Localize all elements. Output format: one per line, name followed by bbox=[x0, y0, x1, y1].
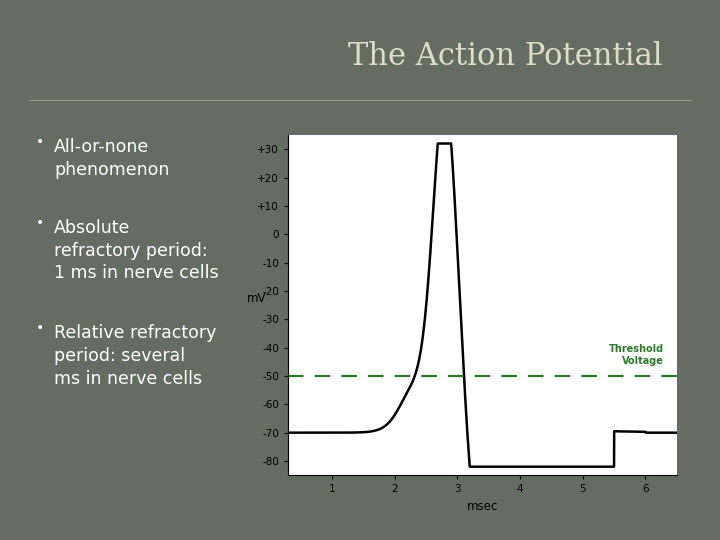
Text: Absolute
refractory period:
1 ms in nerve cells: Absolute refractory period: 1 ms in nerv… bbox=[54, 219, 219, 282]
Text: •: • bbox=[36, 321, 44, 335]
Text: Relative refractory
period: several
ms in nerve cells: Relative refractory period: several ms i… bbox=[54, 324, 217, 388]
Text: Threshold
Voltage: Threshold Voltage bbox=[609, 343, 665, 366]
Y-axis label: mV: mV bbox=[247, 292, 266, 305]
Text: •: • bbox=[36, 216, 44, 230]
Text: •: • bbox=[36, 135, 44, 149]
X-axis label: msec: msec bbox=[467, 500, 498, 513]
Text: The Action Potential: The Action Potential bbox=[348, 41, 662, 72]
Text: All-or-none
phenomenon: All-or-none phenomenon bbox=[54, 138, 169, 179]
